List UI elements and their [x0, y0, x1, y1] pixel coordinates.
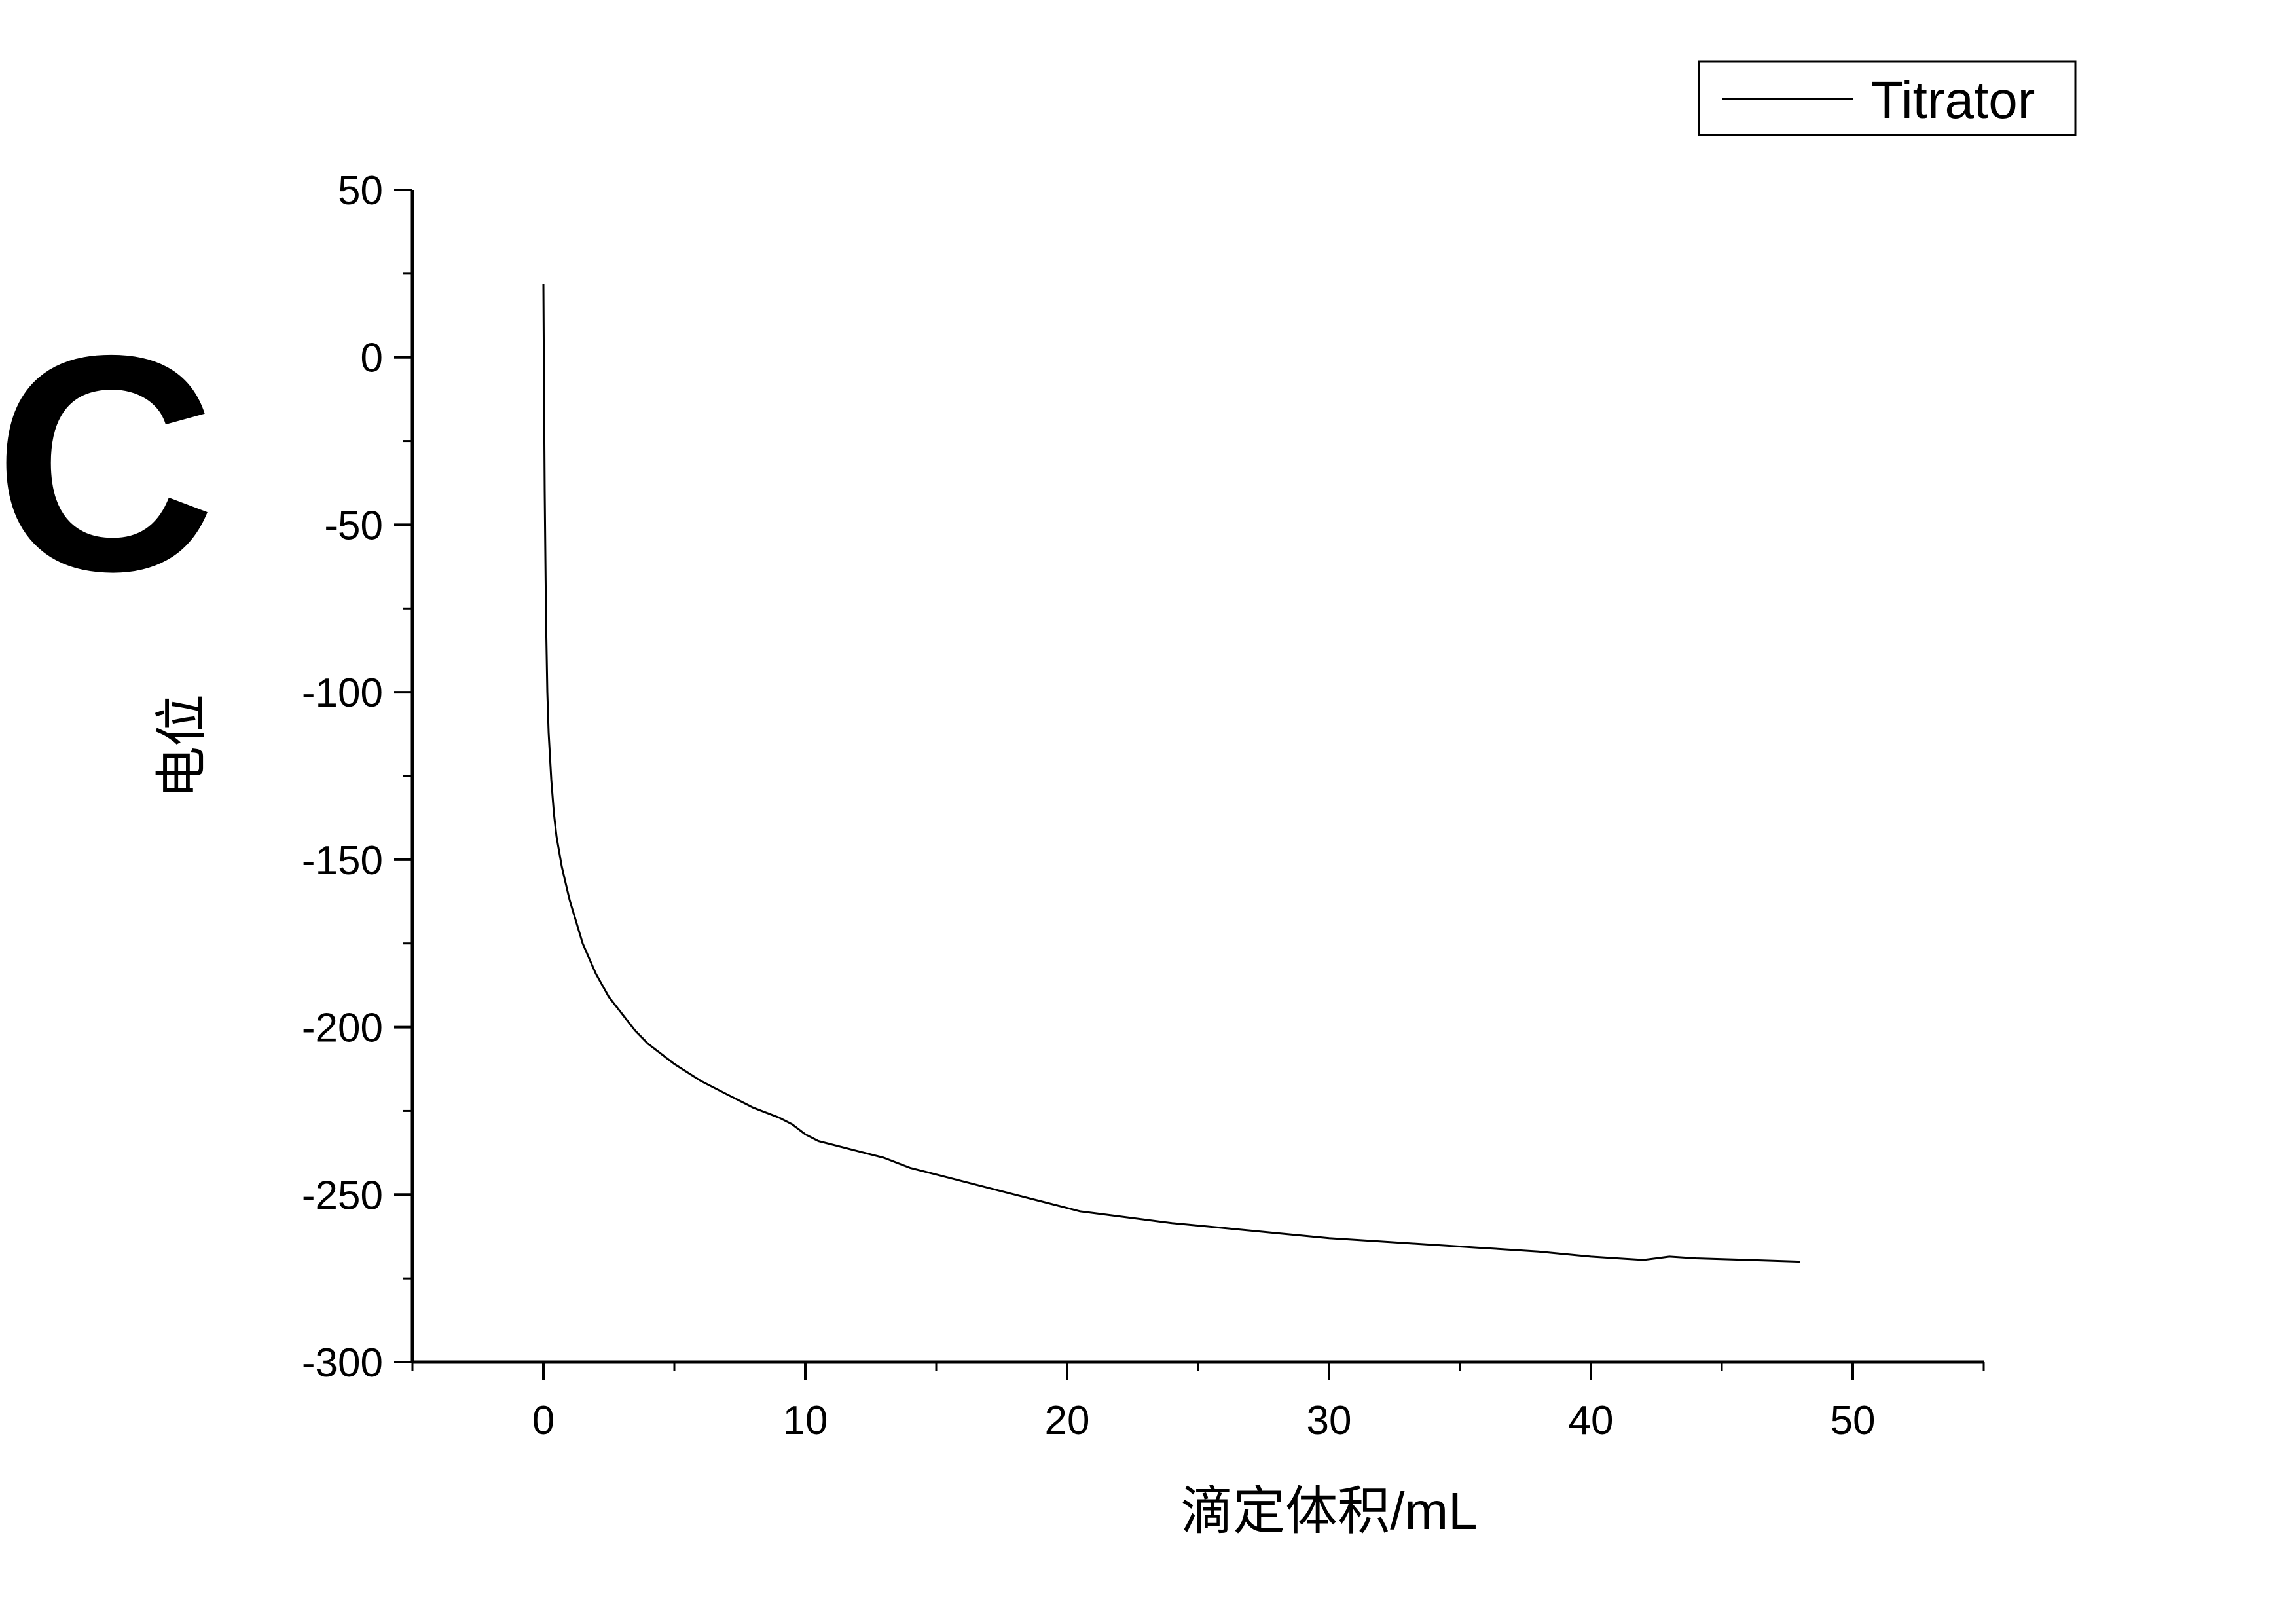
x-tick-label: 10: [783, 1398, 828, 1443]
series-line-titrator: [542, 284, 1801, 1263]
y-tick-label: -150: [302, 838, 383, 883]
panel-label: C: [0, 291, 216, 635]
x-axis-title: 滴定体积/mL: [1180, 1482, 1477, 1540]
x-tick-label: 30: [1307, 1398, 1352, 1443]
y-tick-label: -100: [302, 671, 383, 716]
series-group: [542, 284, 1801, 1263]
y-tick-label: -250: [302, 1173, 383, 1218]
y-tick-label: -300: [302, 1340, 383, 1386]
x-tick-label: 40: [1569, 1398, 1614, 1443]
y-axis-title: 电位: [153, 694, 211, 799]
y-ticks: 50 0 -50 -100 -150 -200 -250 -300: [302, 168, 412, 1386]
x-ticks: 0 10 20 30 40 50: [411, 1362, 1985, 1443]
x-tick-label: 50: [1831, 1398, 1876, 1443]
y-tick-label: -200: [302, 1006, 383, 1051]
legend: Titrator: [1698, 60, 2077, 136]
y-tick-label: 0: [361, 336, 383, 381]
x-tick-label: 0: [532, 1398, 555, 1443]
x-tick-label: 20: [1045, 1398, 1090, 1443]
legend-entry-titrator: Titrator: [1871, 71, 2035, 129]
y-tick-label: -50: [324, 503, 383, 548]
y-tick-label: 50: [338, 168, 383, 213]
